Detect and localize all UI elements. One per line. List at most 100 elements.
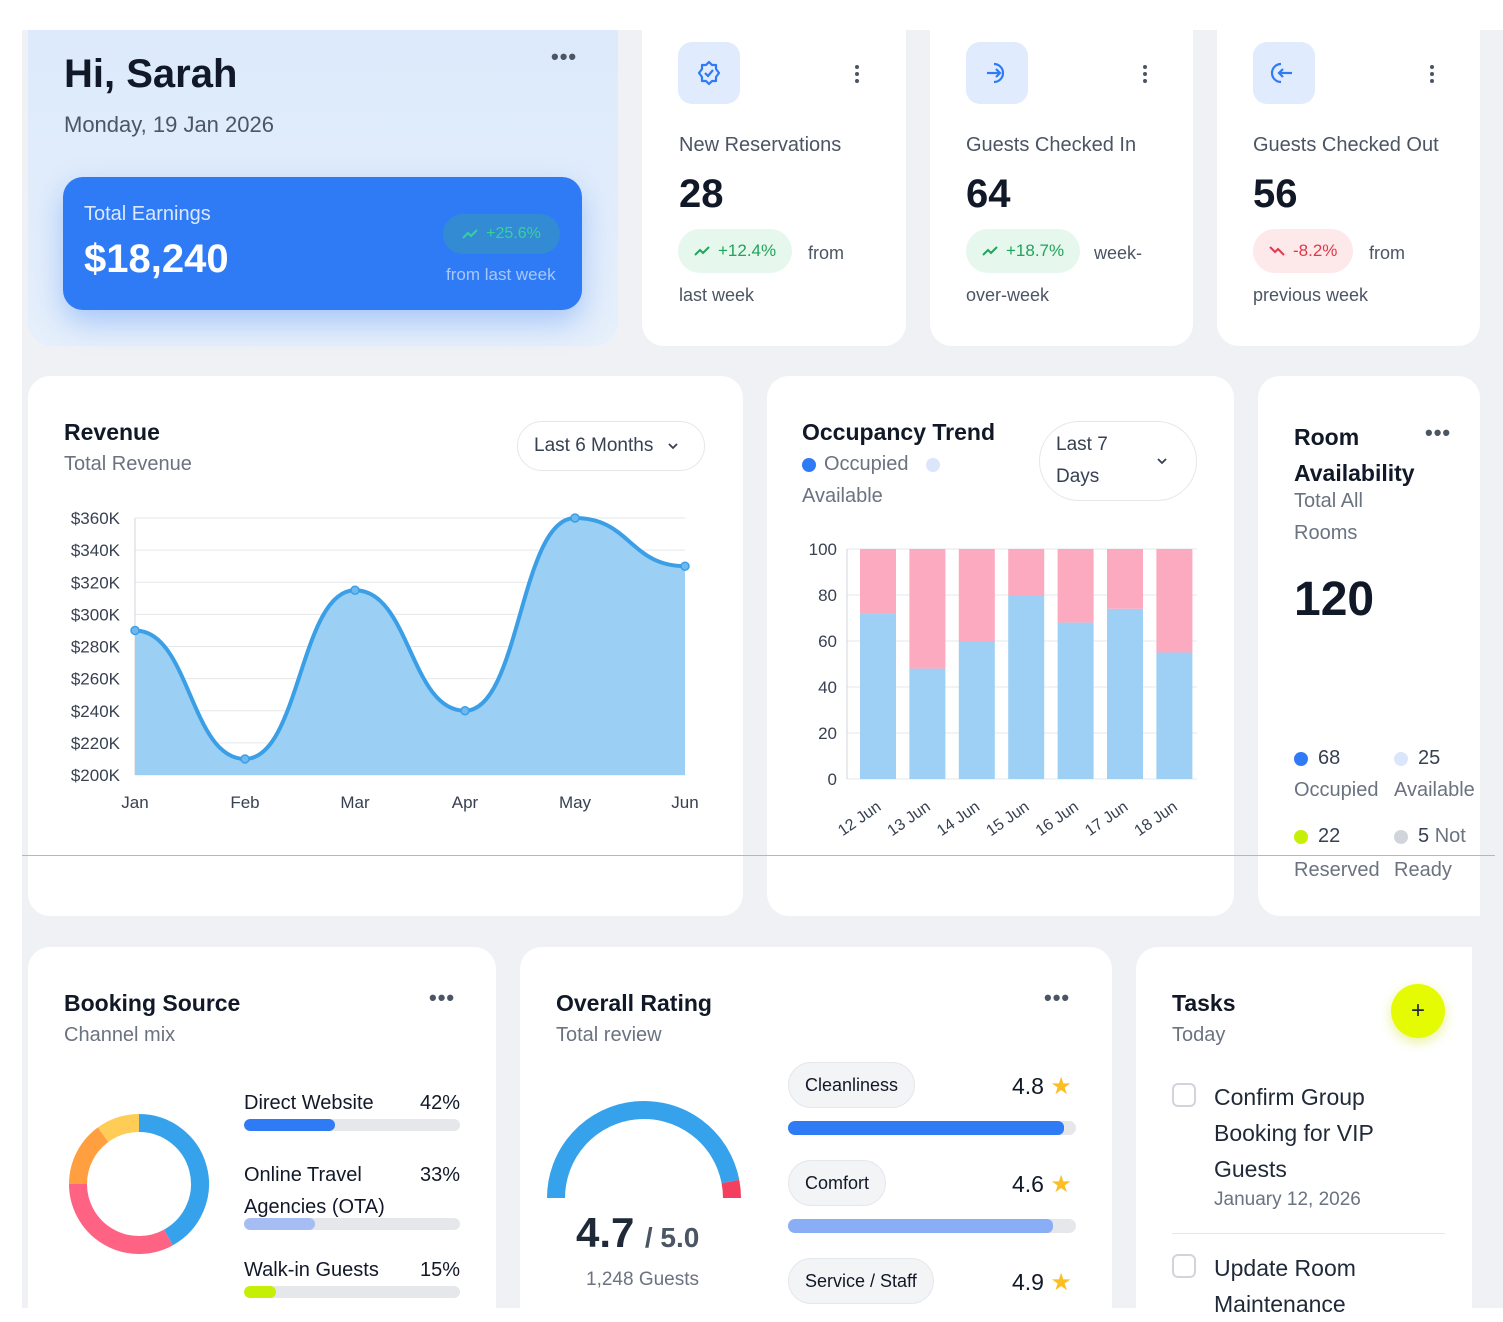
available-bar	[958, 549, 995, 641]
revenue-chart: $360K $340K $320K $300K $280K $260K $240K $220K…	[71, 509, 699, 812]
earnings-change-badge: +25.6%	[443, 214, 560, 254]
rating-guests: 1,248 Guests	[586, 1269, 700, 1290]
occupied-bar	[1156, 652, 1193, 779]
room-availability-card: Room Availability ••• Total All Rooms 12…	[1258, 376, 1480, 916]
rating-out-of: / 5.0	[644, 1222, 700, 1253]
revenue-y-tick: $360K	[71, 509, 121, 528]
revenue-y-tick: $240K	[71, 702, 121, 721]
revenue-x-tick: Jun	[671, 793, 698, 812]
occupancy-y-tick: 60	[818, 632, 837, 651]
occupancy-x-tick: 17 Jun	[1082, 798, 1131, 839]
stat-change: +18.7%	[1006, 241, 1065, 260]
occupancy-legend-occupied[interactable]: Occupied	[802, 453, 941, 476]
task-text: Confirm Group	[1214, 1084, 1365, 1110]
rooms-legend-label: Reserved	[1294, 859, 1380, 881]
revenue-x-tick: May	[559, 793, 592, 812]
rooms-title-line1: Room	[1294, 424, 1360, 450]
rating-category-score: 4.8 ★	[1012, 1072, 1072, 1101]
stat-change: -8.2%	[1293, 241, 1338, 260]
stat-value: 28	[679, 172, 724, 216]
add-task-button[interactable]: +	[1391, 984, 1445, 1038]
badge-check-icon	[678, 42, 740, 104]
revenue-range-label: Last 6 Months	[534, 435, 654, 456]
revenue-x-tick: Apr	[452, 793, 479, 812]
occupancy-legend-available[interactable]: Available	[802, 485, 883, 507]
rooms-subtitle: Total All Rooms	[1294, 485, 1363, 549]
task-item[interactable]: Update Room Maintenance	[1214, 1250, 1356, 1322]
occupancy-x-tick: 12 Jun	[835, 798, 884, 839]
source-bar-fill	[244, 1218, 316, 1230]
occupied-dot	[1294, 751, 1308, 766]
trend-up-icon	[694, 246, 710, 256]
task-checkbox[interactable]	[1172, 1254, 1196, 1278]
revenue-x-tick: Jan	[121, 793, 148, 812]
earnings-value: $18,240	[84, 237, 229, 281]
rooms-legend-label: Not	[1434, 825, 1466, 847]
stat-note: from	[1369, 243, 1405, 263]
earnings-label: Total Earnings	[84, 203, 211, 225]
occupancy-chart: 100 80 60 40 20 0 12 Jun 13 Jun 14 Jun 15 Jun 16 J…	[809, 540, 1197, 840]
revenue-x-tick: Feb	[230, 793, 259, 812]
task-checkbox[interactable]	[1172, 1083, 1196, 1107]
occupied-bar	[1107, 608, 1143, 779]
source-bar-fill	[244, 1286, 277, 1298]
stat-value: 56	[1253, 172, 1298, 216]
revenue-point	[240, 754, 250, 764]
earnings-change-note: from last week	[446, 265, 556, 284]
tasks-subtitle: Today	[1172, 1024, 1226, 1046]
occupancy-card: Occupancy Trend Occupied Available Last …	[767, 376, 1234, 916]
earnings-card[interactable]: Total Earnings $18,240 +25.6% from last …	[63, 177, 582, 310]
more-vertical-icon[interactable]	[1430, 65, 1434, 86]
available-bar	[909, 549, 946, 669]
available-bar	[860, 549, 896, 614]
revenue-y-tick: $320K	[71, 573, 121, 592]
available-dot	[926, 457, 941, 472]
stat-label: Guests Checked Out	[1253, 134, 1439, 156]
more-icon[interactable]: •••	[429, 985, 456, 1010]
revenue-y-tick: $280K	[71, 638, 121, 657]
overall-rating-card: Overall Rating Total review ••• 4.7 / 5.…	[520, 947, 1112, 1308]
more-vertical-icon[interactable]	[855, 65, 859, 86]
rooms-legend-available: 25 Available	[1394, 742, 1475, 806]
rooms-legend-reserved: 22 Reserved	[1294, 819, 1380, 887]
stat-change-badge: +18.7%	[966, 229, 1081, 273]
booking-donut-chart	[69, 1114, 209, 1254]
rating-category-chip: Service / Staff	[788, 1258, 934, 1304]
occupied-bar	[909, 668, 946, 779]
task-text-3: Guests	[1214, 1156, 1287, 1182]
reserved-dot	[1294, 829, 1308, 844]
revenue-point	[570, 513, 580, 523]
occupied-bar	[958, 641, 995, 779]
occupancy-x-tick: 16 Jun	[1033, 798, 1082, 839]
stat-note: from	[808, 243, 844, 263]
gauge-remaining-arc	[721, 1179, 741, 1199]
stat-note-2: last week	[679, 285, 755, 305]
donut-segment	[69, 1127, 109, 1185]
available-dot	[1394, 751, 1408, 766]
booking-subtitle: Channel mix	[64, 1024, 176, 1046]
more-icon[interactable]: •••	[551, 44, 578, 69]
source-row: Online Travel Agencies (OTA) 33%	[244, 1159, 460, 1223]
rating-category-chip: Comfort	[788, 1160, 887, 1206]
stat-card-checked-in[interactable]: Guests Checked In 64 +18.7% week- over-w…	[930, 30, 1193, 346]
occupancy-range-dropdown[interactable]: Last 7 Days	[1039, 421, 1197, 501]
more-icon[interactable]: •••	[1425, 420, 1452, 445]
occupancy-y-tick: 20	[818, 724, 837, 743]
occupancy-y-tick: 80	[818, 586, 837, 605]
more-icon[interactable]: •••	[1044, 985, 1071, 1010]
trend-up-icon	[982, 246, 998, 256]
source-bar-fill	[244, 1119, 335, 1131]
rooms-count: 68	[1318, 747, 1341, 769]
more-vertical-icon[interactable]	[1143, 65, 1147, 86]
stat-value: 64	[966, 172, 1011, 216]
greeting-title: Hi, Sarah	[64, 52, 238, 96]
earnings-change: +25.6%	[486, 225, 541, 242]
task-item[interactable]: Confirm Group Booking for VIP Guests	[1214, 1079, 1374, 1187]
stat-card-reservations[interactable]: New Reservations 28 +12.4% from last wee…	[642, 30, 906, 346]
stat-change-badge: -8.2%	[1253, 229, 1354, 273]
stat-card-checked-out[interactable]: Guests Checked Out 56 -8.2% from previou…	[1217, 30, 1480, 346]
rating-category-bar-fill	[788, 1219, 1053, 1233]
rating-score: 4.7 / 5.0	[576, 1209, 699, 1257]
revenue-range-dropdown[interactable]: Last 6 Months	[517, 421, 705, 471]
stat-change: +12.4%	[718, 241, 777, 260]
